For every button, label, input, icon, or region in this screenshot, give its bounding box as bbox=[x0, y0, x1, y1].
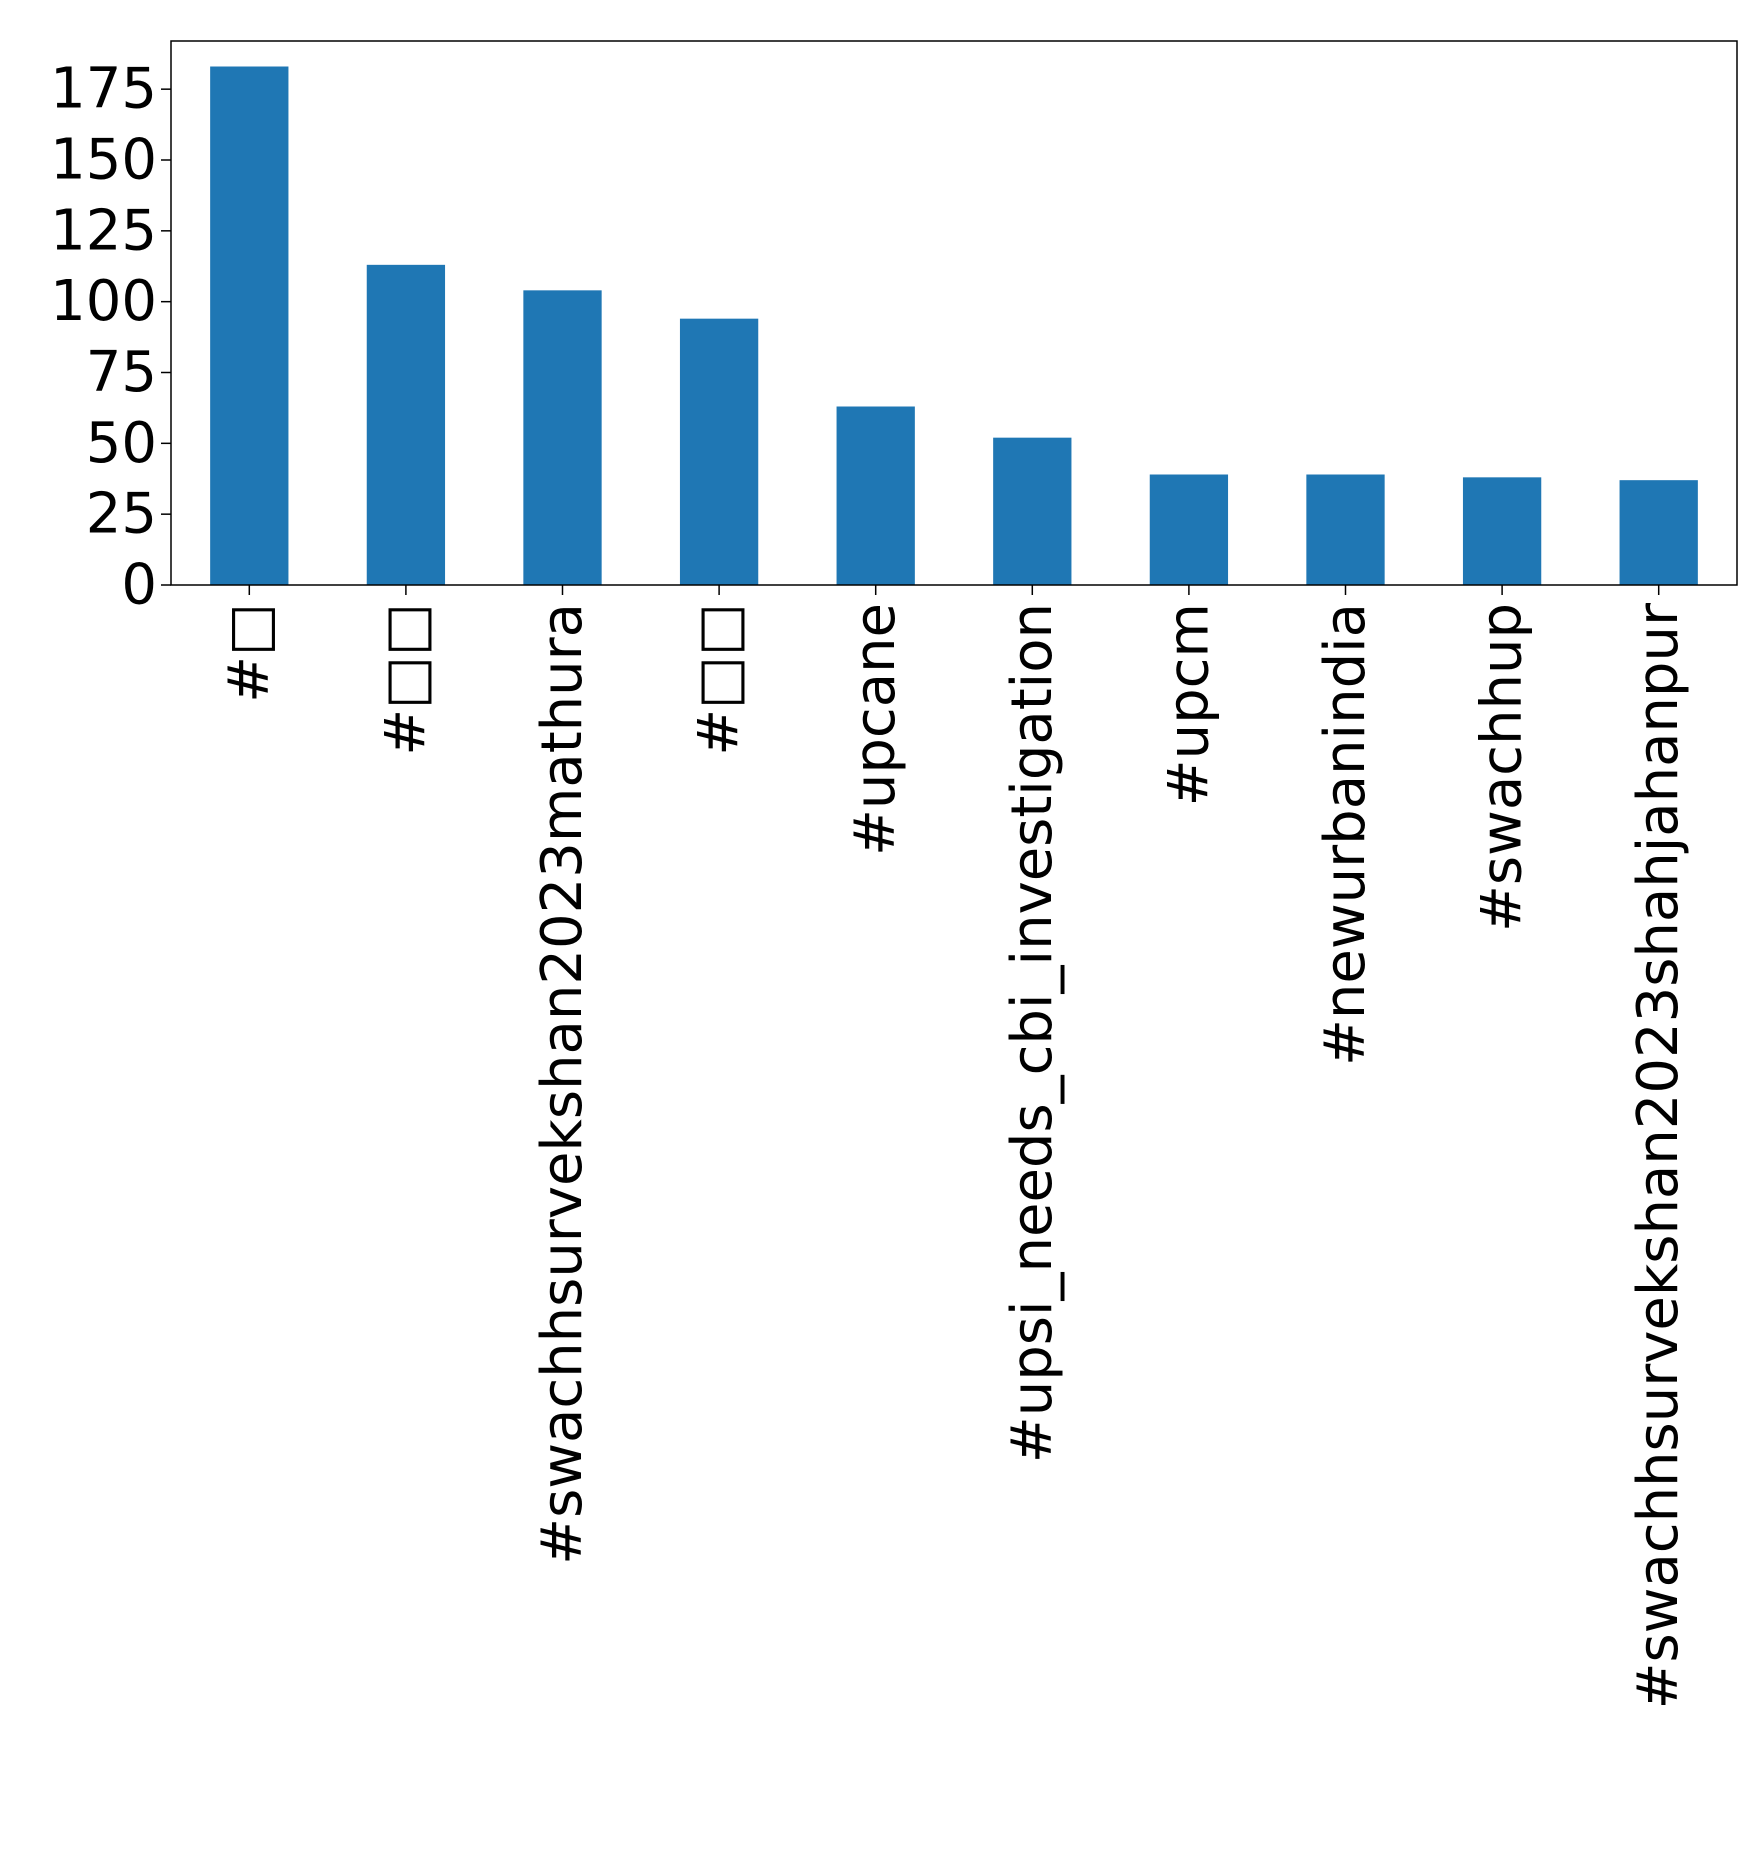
y-tick-label-75: 75 bbox=[86, 340, 157, 405]
y-tick-label-125: 125 bbox=[50, 198, 157, 263]
x-tick-label-5: #upcane bbox=[843, 603, 908, 856]
x-tick-label-10: #swachhsurvekshan2023shahjahanpur bbox=[1626, 602, 1691, 1709]
bar-8 bbox=[1306, 474, 1385, 585]
x-tick-label-2: #□□ bbox=[373, 603, 438, 756]
x-tick-label-6: #upsi_needs_cbi_investigation bbox=[1000, 603, 1065, 1463]
x-tick-label-4: #□□ bbox=[687, 603, 752, 756]
y-tick-label-175: 175 bbox=[50, 57, 157, 122]
x-tick-label-3: #swachhsurvekshan2023mathura bbox=[530, 603, 595, 1565]
x-tick-label-9: #swachhup bbox=[1470, 603, 1535, 932]
bar-9 bbox=[1462, 477, 1542, 585]
x-axis: #□ #□□ #swachhsurvekshan2023mathura #□□ #upc… bbox=[217, 585, 1691, 1709]
y-tick-label-25: 25 bbox=[86, 482, 157, 547]
bar-5 bbox=[836, 406, 915, 585]
plot-frame bbox=[170, 40, 1738, 586]
x-tick-label-7: #upcm bbox=[1156, 603, 1221, 806]
x-tick-label-8: #newurbanindia bbox=[1313, 603, 1378, 1066]
bar-3 bbox=[523, 290, 602, 585]
bars-layer bbox=[210, 66, 1698, 585]
y-tick-label-150: 150 bbox=[50, 128, 157, 193]
x-tick-label-1: #□ bbox=[217, 603, 282, 703]
bar-4 bbox=[679, 318, 759, 585]
y-tick-label-0: 0 bbox=[121, 553, 157, 618]
bar-2 bbox=[366, 264, 446, 585]
y-tick-label-50: 50 bbox=[86, 411, 157, 476]
bar-7 bbox=[1149, 474, 1229, 585]
bar-1 bbox=[210, 66, 289, 585]
y-tick-label-100: 100 bbox=[50, 269, 157, 334]
bar-6 bbox=[993, 437, 1072, 585]
bar-10 bbox=[1619, 480, 1698, 585]
